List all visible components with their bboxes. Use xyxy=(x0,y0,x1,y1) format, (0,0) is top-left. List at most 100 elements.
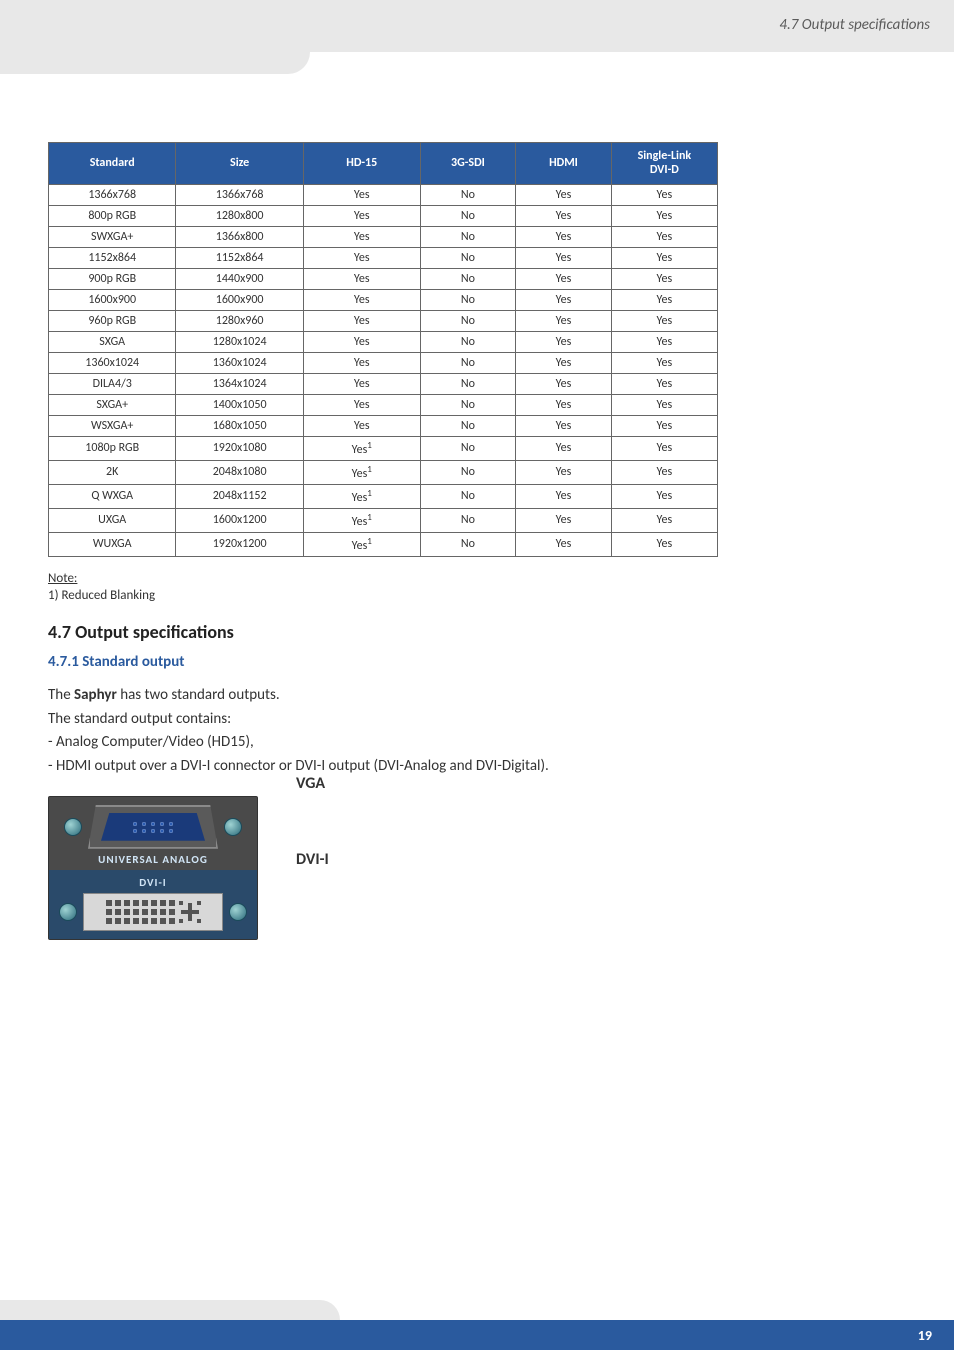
table-cell: Yes xyxy=(303,415,420,436)
table-row: 1080p RGB1920x1080Yes1NoYesYes xyxy=(49,436,718,460)
table-cell: SXGA+ xyxy=(49,394,176,415)
table-cell: Yes xyxy=(516,373,612,394)
body-line-1a: The xyxy=(48,686,74,704)
table-cell: Yes xyxy=(611,247,717,268)
table-cell: 900p RGB xyxy=(49,268,176,289)
table-row: 800p RGB1280x800YesNoYesYes xyxy=(49,205,718,226)
table-cell: Yes1 xyxy=(303,508,420,532)
body-line-1b: has two standard outputs. xyxy=(117,686,280,704)
table-cell: Yes xyxy=(611,289,717,310)
table-cell: Yes xyxy=(611,205,717,226)
screw-icon xyxy=(224,818,242,836)
table-cell: 1600x900 xyxy=(49,289,176,310)
table-cell: Yes xyxy=(611,184,717,205)
table-cell: No xyxy=(420,184,516,205)
table-cell: No xyxy=(420,226,516,247)
table-cell: No xyxy=(420,247,516,268)
table-cell: Yes xyxy=(303,289,420,310)
note-body: 1) Reduced Blanking xyxy=(48,588,906,603)
footer-bar: 19 xyxy=(0,1320,954,1350)
table-cell: 1600x900 xyxy=(176,289,303,310)
table-cell: No xyxy=(420,268,516,289)
table-cell: Yes xyxy=(303,373,420,394)
table-row: 1366x7681366x768YesNoYesYes xyxy=(49,184,718,205)
table-cell: Yes xyxy=(303,352,420,373)
table-cell: Yes xyxy=(516,268,612,289)
table-cell: Yes xyxy=(303,268,420,289)
table-row: SWXGA+1366x800YesNoYesYes xyxy=(49,226,718,247)
table-cell: 1920x1080 xyxy=(176,436,303,460)
table-cell: No xyxy=(420,415,516,436)
table-cell: No xyxy=(420,205,516,226)
table-cell: Yes xyxy=(611,373,717,394)
vga-port xyxy=(57,805,249,849)
table-cell: Yes xyxy=(303,247,420,268)
table-cell: Yes xyxy=(516,310,612,331)
table-header-cell: 3G-SDI xyxy=(420,143,516,185)
table-cell: Yes xyxy=(516,532,612,556)
table-cell: SWXGA+ xyxy=(49,226,176,247)
table-cell: No xyxy=(420,484,516,508)
table-cell: No xyxy=(420,373,516,394)
table-row: 2K2048x1080Yes1NoYesYes xyxy=(49,460,718,484)
table-cell: Yes xyxy=(516,460,612,484)
dvi-port xyxy=(57,893,249,931)
connector-block: UNIVERSAL ANALOG DVI-I xyxy=(48,796,258,940)
table-cell: Yes xyxy=(516,484,612,508)
table-cell: 1440x900 xyxy=(176,268,303,289)
table-cell: 1920x1200 xyxy=(176,532,303,556)
table-row: 1360x10241360x1024YesNoYesYes xyxy=(49,352,718,373)
table-cell: Yes xyxy=(611,394,717,415)
table-cell: Yes xyxy=(611,415,717,436)
table-cell: Q WXGA xyxy=(49,484,176,508)
table-cell: Yes1 xyxy=(303,460,420,484)
table-cell: Yes xyxy=(516,226,612,247)
table-cell: 800p RGB xyxy=(49,205,176,226)
table-cell: 1080p RGB xyxy=(49,436,176,460)
screw-icon xyxy=(229,903,247,921)
table-row: 900p RGB1440x900YesNoYesYes xyxy=(49,268,718,289)
table-cell: No xyxy=(420,394,516,415)
table-cell: 1280x1024 xyxy=(176,331,303,352)
dvi-panel: DVI-I xyxy=(49,870,257,939)
table-cell: 960p RGB xyxy=(49,310,176,331)
table-cell: 1366x800 xyxy=(176,226,303,247)
table-cell: Yes xyxy=(303,310,420,331)
specifications-table: StandardSizeHD-153G-SDIHDMISingle-LinkDV… xyxy=(48,142,718,557)
table-row: 1600x9001600x900YesNoYesYes xyxy=(49,289,718,310)
table-cell: Yes xyxy=(516,508,612,532)
table-cell: Yes xyxy=(303,226,420,247)
table-cell: DILA4/3 xyxy=(49,373,176,394)
screw-icon xyxy=(59,903,77,921)
table-cell: No xyxy=(420,310,516,331)
table-cell: Yes xyxy=(611,508,717,532)
table-cell: 1280x960 xyxy=(176,310,303,331)
page-number: 19 xyxy=(918,1327,932,1344)
table-cell: 1600x1200 xyxy=(176,508,303,532)
table-row: WSXGA+1680x1050YesNoYesYes xyxy=(49,415,718,436)
table-cell: UXGA xyxy=(49,508,176,532)
table-cell: Yes xyxy=(611,484,717,508)
table-row: 1152x8641152x864YesNoYesYes xyxy=(49,247,718,268)
table-cell: No xyxy=(420,289,516,310)
table-row: 960p RGB1280x960YesNoYesYes xyxy=(49,310,718,331)
table-row: Q WXGA2048x1152Yes1NoYesYes xyxy=(49,484,718,508)
screw-icon xyxy=(64,818,82,836)
table-cell: Yes xyxy=(516,247,612,268)
table-cell: 1152x864 xyxy=(49,247,176,268)
page-content: StandardSizeHD-153G-SDIHDMISingle-LinkDV… xyxy=(0,52,954,940)
table-row: UXGA1600x1200Yes1NoYesYes xyxy=(49,508,718,532)
table-cell: Yes xyxy=(611,331,717,352)
table-cell: 2048x1080 xyxy=(176,460,303,484)
table-cell: Yes xyxy=(516,205,612,226)
table-cell: WSXGA+ xyxy=(49,415,176,436)
table-cell: 1400x1050 xyxy=(176,394,303,415)
table-cell: Yes xyxy=(303,394,420,415)
body-line-2: The standard output contains: xyxy=(48,709,906,731)
header-curve xyxy=(0,52,310,74)
vga-panel: UNIVERSAL ANALOG xyxy=(49,797,257,870)
body-line-4: - HDMI output over a DVI-I connector or … xyxy=(48,756,906,778)
dvi-label: DVI-I xyxy=(296,850,329,869)
table-cell: 1680x1050 xyxy=(176,415,303,436)
table-cell: Yes xyxy=(516,394,612,415)
